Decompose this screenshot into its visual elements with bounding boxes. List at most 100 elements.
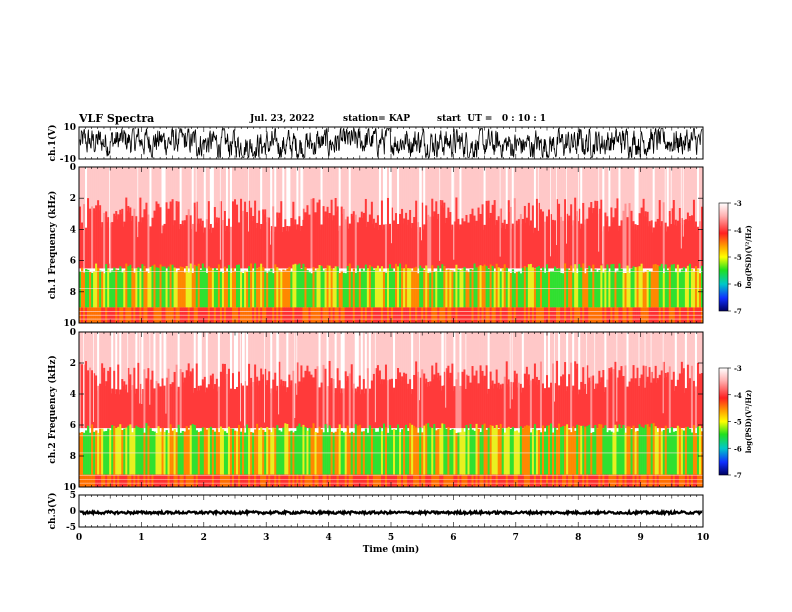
ch1-spectrogram-column-band xyxy=(79,271,82,308)
ch2-spectrogram-column-red xyxy=(582,367,585,429)
ch1-spectrogram-column-upper xyxy=(646,167,649,217)
ch2-spectrogram-column-upper xyxy=(95,332,98,381)
ch2-spectrogram-column-upper xyxy=(433,332,436,380)
ch2-spectrogram-column-red xyxy=(346,376,350,429)
ch1-spectrogram-streak xyxy=(161,167,163,234)
ch2-spectrogram-column-upper xyxy=(191,332,195,374)
ch1-spectrogram-column-band xyxy=(558,268,561,308)
ch2-spectrogram-column-low xyxy=(159,474,162,487)
ch1-spectrogram-column-upper xyxy=(493,167,496,206)
ch2-spectrogram-column-upper xyxy=(362,332,366,384)
ch2-spectrogram-column-red xyxy=(115,389,118,429)
ch2-spectrogram-column-upper xyxy=(578,332,581,395)
ch2-spectrogram-column-upper xyxy=(429,332,432,387)
ch1-spectrogram-column-upper xyxy=(121,167,124,214)
ch1-spectrogram-column-band xyxy=(425,265,428,308)
ch2-spectrogram-column-upper xyxy=(439,332,442,381)
ch2-spectrogram-column-band xyxy=(107,428,110,475)
ch2-spectrogram-column-low xyxy=(539,474,543,487)
ch2-spectrogram-column-red xyxy=(262,374,265,429)
ch2-spectrogram-column-upper xyxy=(193,332,197,393)
ch2-spectrogram-column-low xyxy=(310,474,313,487)
ch1-spectrogram-column-upper xyxy=(507,167,511,206)
ch2-spectrogram-column-band xyxy=(399,432,402,475)
ch1-spectrogram-column-upper xyxy=(505,167,509,229)
ch1-spectrogram-column-red xyxy=(391,207,394,269)
ch2-spectrogram-column-band xyxy=(457,432,460,475)
ch1-spectrogram-column-upper xyxy=(626,167,629,223)
ch2-spectrogram-column-upper xyxy=(648,332,651,372)
ch1-spectrogram-column-upper xyxy=(382,167,386,230)
ch1-spectrogram-column-red xyxy=(191,223,195,269)
ch1-spectrogram-column-upper xyxy=(314,167,317,218)
ch2-spectrogram-column-low xyxy=(686,474,690,487)
ch1-spectrogram-column-red xyxy=(294,219,297,269)
ch2-spectrogram-column-red xyxy=(491,380,494,429)
ch1-spectrogram-column-red xyxy=(378,224,382,269)
ch1-spectrogram-column-upper xyxy=(322,167,325,212)
ch2-spectrogram-column-upper xyxy=(586,332,589,371)
ch1-spectrogram-column-upper xyxy=(445,167,448,223)
ch2-spectrogram-column-red xyxy=(511,382,515,429)
ch1-spectrogram-column-band xyxy=(533,268,537,308)
ch2-spectrogram-column-low xyxy=(340,474,343,487)
ch1-spectrogram-column-red xyxy=(483,224,486,269)
ch1-spectrogram-column-red xyxy=(358,217,362,269)
ch2-spectrogram-column-band xyxy=(658,427,662,475)
ch2-spectrogram-column-red xyxy=(670,379,674,429)
ch1-spectrogram-column-red xyxy=(217,217,221,269)
ch1-spectrogram-column-red xyxy=(445,217,448,269)
ch1-spectrogram-column-red xyxy=(604,212,607,269)
ch2-spectrogram-column-upper xyxy=(312,332,315,383)
ch1-spectrogram-column-band xyxy=(205,272,209,308)
ch2-spectrogram-column-upper xyxy=(696,332,700,368)
ch1-spectrogram-column-upper xyxy=(495,167,498,226)
ch1-spectrogram-column-red xyxy=(242,210,245,269)
ch1-spectrogram-column-upper xyxy=(203,167,207,233)
ch1-spectrogram-column-red xyxy=(525,217,529,269)
ch2-spectrogram-column-band xyxy=(372,428,376,475)
ch1-spectrogram-column-red xyxy=(455,197,458,269)
ch1-spectrogram-column-upper xyxy=(199,167,203,224)
ch1-spectrogram-column-upper xyxy=(455,167,458,203)
ch2-spectrogram-column-red xyxy=(533,363,537,429)
ch2-spectrogram-column-low xyxy=(517,474,521,487)
ch2-spectrogram-column-band xyxy=(477,428,480,475)
ch1-spectrogram-column-red xyxy=(107,217,110,269)
ch2-spectrogram-column-upper xyxy=(487,332,490,394)
ch2-spectrogram-column-low xyxy=(554,474,557,487)
ch1-spectrogram-column-red xyxy=(503,219,507,269)
ch1-spectrogram-column-band xyxy=(266,272,269,308)
ch2-spectrogram-column-upper xyxy=(87,332,90,376)
ch1-spectrogram-column-band xyxy=(344,273,348,308)
ch2-spectrogram-column-band xyxy=(694,433,698,475)
ch2-spectrogram-column-low xyxy=(441,474,444,487)
ch2-spectrogram-column-upper xyxy=(159,332,162,392)
ch1-spectrogram-colorbar xyxy=(718,202,729,312)
ch2-spectrogram-column-low xyxy=(151,474,154,487)
ch2-spectrogram-streak xyxy=(511,332,513,400)
ch1-spectrogram-column-upper xyxy=(236,167,239,210)
ch1-spectrogram-column-upper xyxy=(149,167,152,232)
ch2-spectrogram-column-low xyxy=(368,474,372,487)
ch2-spectrogram-column-red xyxy=(568,374,571,429)
ch2-spectrogram-column-upper xyxy=(455,332,458,385)
ch2-spectrogram-column-low xyxy=(268,474,271,487)
ch1-spectrogram-column-red xyxy=(684,219,688,269)
ch1-spectrogram-column-red xyxy=(423,224,426,269)
ch2-spectrogram-column-red xyxy=(594,383,597,429)
ch1-spectrogram-column-band xyxy=(276,267,279,308)
ch2-spectrogram-column-upper xyxy=(179,332,182,374)
ch2-spectrogram-column-upper xyxy=(302,332,305,383)
ch1-spectrogram-column-red xyxy=(211,227,215,269)
ch2-spectrogram-column-band xyxy=(507,426,511,475)
ch2-spectrogram-column-upper xyxy=(374,332,378,373)
ch1-spectrogram-column-red xyxy=(588,207,591,269)
ch2-spectrogram-column-upper xyxy=(147,332,150,373)
ch2-spectrogram-column-red xyxy=(354,388,358,429)
ch2-spectrogram-column-red xyxy=(358,375,362,429)
ch1-spectrogram-column-band xyxy=(352,268,356,308)
ch2-spectrogram-column-band xyxy=(262,429,265,475)
ch1-spectrogram-column-band xyxy=(552,270,555,308)
ch2-spectrogram-column-low xyxy=(469,474,472,487)
